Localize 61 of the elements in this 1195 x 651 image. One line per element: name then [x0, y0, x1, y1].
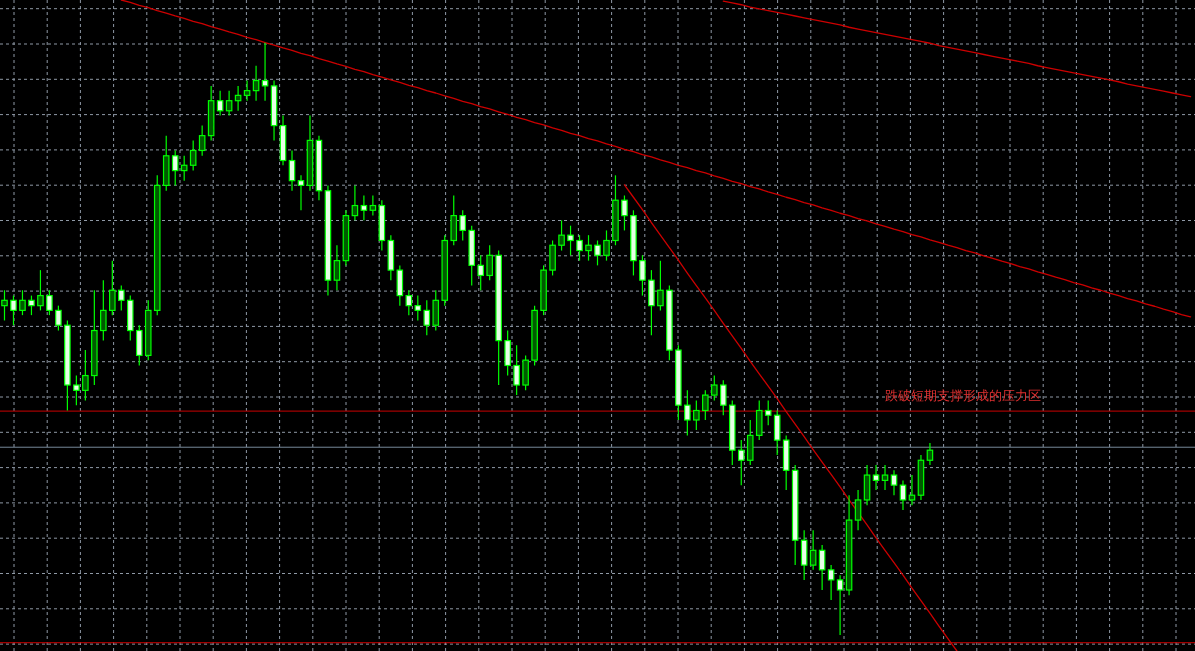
candlestick	[405, 289, 413, 316]
candlestick	[73, 374, 80, 406]
candlestick	[189, 139, 197, 172]
candlestick	[19, 289, 26, 316]
candlestick	[558, 219, 565, 252]
candlestick	[198, 124, 206, 157]
candlestick	[225, 90, 233, 117]
candlestick	[28, 294, 35, 316]
candlestick	[702, 389, 709, 421]
candlestick	[854, 489, 862, 531]
candlestick	[360, 194, 368, 221]
candlestick	[10, 294, 17, 326]
candlestick	[459, 209, 467, 242]
candlestick	[594, 239, 601, 266]
candlestick	[827, 564, 835, 601]
candlestick	[486, 244, 493, 281]
candlestick	[252, 65, 260, 102]
candlestick	[180, 155, 188, 182]
candlestick	[585, 234, 592, 262]
candlestick	[423, 299, 431, 336]
candlestick	[118, 284, 125, 311]
candlestick	[908, 474, 916, 506]
candlestick	[261, 42, 269, 102]
candlestick	[764, 399, 772, 426]
candlestick	[639, 254, 646, 297]
candlestick	[881, 464, 889, 491]
candlestick	[100, 279, 107, 342]
candlestick	[351, 184, 359, 221]
candlestick	[109, 260, 116, 316]
candlestick	[576, 234, 583, 262]
candlestick	[82, 349, 89, 402]
candlestick	[243, 79, 251, 102]
candlestick	[55, 305, 62, 332]
candlestick	[719, 379, 727, 416]
candlestick	[603, 229, 610, 262]
candlestick	[513, 344, 520, 396]
candlestick	[46, 289, 53, 316]
candlestick	[369, 194, 377, 217]
candlestick	[657, 260, 664, 311]
candlestick	[567, 225, 574, 256]
candlestick	[333, 244, 341, 291]
candlestick	[288, 149, 296, 192]
candlestick	[1, 289, 8, 322]
candlestick	[711, 374, 718, 402]
candlestick	[171, 149, 179, 187]
candlestick	[926, 442, 934, 466]
candlestick	[899, 479, 907, 511]
candlestick	[693, 399, 700, 431]
candlestick	[684, 389, 691, 436]
candlestick	[890, 469, 898, 496]
candlestick	[621, 194, 628, 232]
candlestick	[414, 294, 422, 322]
candlestick	[836, 574, 844, 636]
candlestick	[872, 464, 880, 491]
candlestick	[37, 269, 44, 311]
candlestick	[297, 174, 305, 211]
annotation: 跌破短期支撑形成的压力区	[885, 388, 1041, 404]
candlestick	[737, 439, 745, 486]
candlestick	[477, 254, 484, 291]
candlestick	[809, 529, 817, 571]
candlestick	[216, 90, 224, 117]
